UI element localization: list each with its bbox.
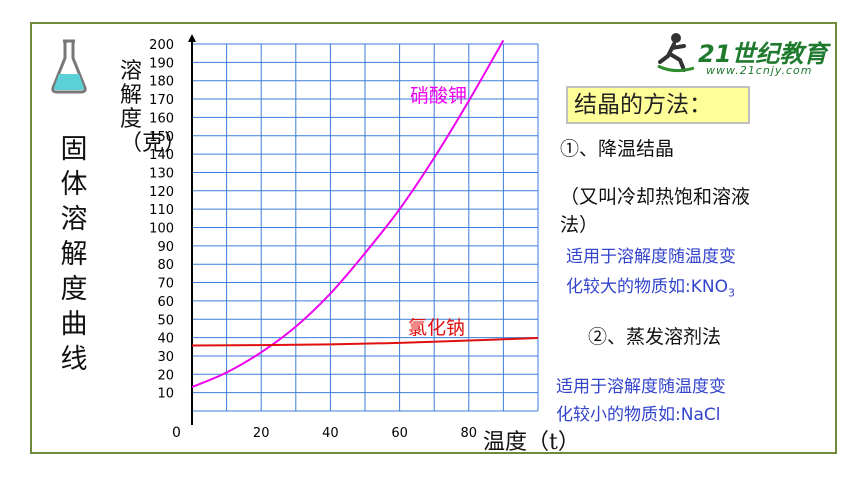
logo-21cnjy: 21世纪教育 www.21cnjy.com [654,26,834,84]
slide-frame [30,22,837,454]
logo-url: www.21cnjy.com [706,64,813,77]
y-tick-label: 50 [157,313,174,328]
y-tick-label: 10 [157,387,174,402]
series-lines [191,39,539,389]
y-tick-label: 200 [149,38,174,53]
y-tick-label: 100 [149,222,174,237]
method1-apply-line2: 化较大的物质如:KNO3 [566,272,735,299]
method1-apply-line1: 适用于溶解度随温度变 [566,247,736,267]
method1-note-line1: （又叫冷却热饱和溶液 [560,186,751,208]
y-tick-label: 80 [157,258,174,273]
y-tick-label: 150 [149,130,174,145]
y-tick-label: 30 [157,350,174,365]
chart-axes [188,34,196,425]
nacl-line [191,336,539,347]
y-tick-label: 120 [149,185,174,200]
y-tick-label: 190 [149,56,174,71]
vertical-title: 固体溶解度曲线 [60,134,88,375]
x-tick-labels: 0 20 40 60 80 [172,425,477,441]
origin-label: 0 [172,425,181,441]
method1-apply-subscript: 3 [727,286,735,300]
y-tick-label: 170 [149,93,174,108]
nacl-label: 氯化钠 [408,317,465,339]
y-tick-label: 60 [157,295,174,310]
y-tick-label: 180 [149,75,174,90]
flask-icon [51,39,87,94]
kno3-line [191,39,505,389]
chart-grid [191,43,539,412]
y-tick-label: 20 [157,368,174,383]
method2-apply-line1: 适用于溶解度随温度变 [556,377,726,397]
y-tick-label: 110 [149,203,174,218]
runner-icon [657,33,695,73]
x-axis-label: 温度（t） [483,430,580,455]
method1-heading: ①、降温结晶 [560,138,675,160]
method1-apply-text: 化较大的物质如:KNO [566,277,728,297]
x-tick-label: 40 [322,426,339,441]
x-tick-label: 80 [461,426,478,441]
method-title-box: 结晶的方法： [566,86,750,124]
y-tick-label: 160 [149,111,174,126]
kno3-label: 硝酸钾 [410,85,467,107]
y-tick-label: 40 [157,332,174,347]
logo-text: 21世纪教育 [698,40,828,68]
x-tick-label: 20 [253,426,270,441]
method1-note-line2: 法） [560,214,599,236]
y-tick-label: 130 [149,166,174,181]
y-tick-label: 90 [157,240,174,255]
method2-apply-line2: 化较小的物质如:NaCl [556,405,721,425]
x-tick-label: 60 [391,426,408,441]
y-axis-arrow [188,34,196,42]
y-tick-labels: 10 20 30 40 50 60 70 80 90 100 110 120 130 140 150 160 1… [149,38,174,402]
y-tick-label: 70 [157,277,174,292]
method2-heading: ②、蒸发溶剂法 [588,326,722,348]
y-tick-label: 140 [149,148,174,163]
